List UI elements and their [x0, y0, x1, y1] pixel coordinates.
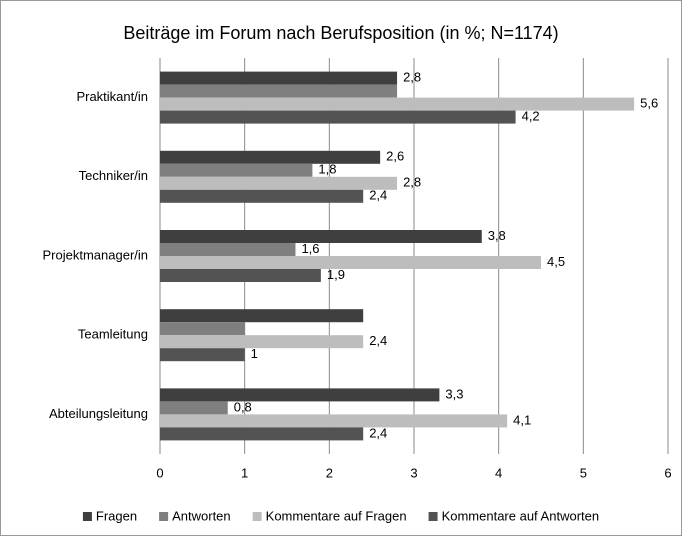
- bar: [160, 189, 364, 203]
- value-label: 4,1: [513, 412, 531, 427]
- bar: [160, 230, 482, 243]
- value-label: 1: [251, 346, 258, 361]
- value-label: 2,4: [369, 188, 387, 203]
- y-tick-label: Praktikant/in: [76, 89, 148, 104]
- bar: [160, 322, 245, 336]
- value-label: 1,8: [318, 162, 336, 177]
- value-label: 1,6: [301, 241, 319, 256]
- bar: [160, 110, 516, 124]
- legend-label: Fragen: [96, 508, 137, 523]
- y-tick-label: Teamleitung: [78, 327, 148, 342]
- value-label: 3,3: [445, 386, 463, 401]
- x-tick-label: 0: [156, 465, 163, 480]
- x-tick-label: 2: [326, 465, 333, 480]
- bar: [160, 427, 364, 441]
- x-tick-label: 1: [241, 465, 248, 480]
- legend-swatch: [252, 512, 262, 521]
- x-tick-label: 3: [410, 465, 417, 480]
- value-label: 2,8: [403, 175, 421, 190]
- x-tick-label: 5: [580, 465, 587, 480]
- x-tick-label: 6: [664, 465, 671, 480]
- legend-label: Kommentare auf Antworten: [442, 508, 600, 523]
- bar: [160, 84, 398, 98]
- legend-swatch: [159, 512, 169, 521]
- legend-swatch: [82, 512, 92, 521]
- bar: [160, 401, 228, 415]
- value-label: 3,8: [488, 228, 506, 243]
- y-tick-label: Abteilungsleitung: [49, 406, 148, 421]
- bar: [160, 243, 296, 256]
- bar: [160, 388, 440, 402]
- bar: [160, 256, 541, 269]
- bar: [160, 71, 398, 85]
- chart-title: Beiträge im Forum nach Berufsposition (i…: [123, 23, 558, 43]
- value-label: 2,6: [386, 149, 404, 164]
- value-label: 4,2: [522, 109, 540, 124]
- bar: [160, 97, 635, 111]
- bar: [160, 269, 321, 282]
- legend-swatch: [428, 512, 438, 521]
- bar: [160, 335, 364, 349]
- value-label: 2,8: [403, 70, 421, 85]
- x-tick-label: 4: [495, 465, 502, 480]
- legend-label: Antworten: [172, 508, 231, 523]
- value-label: 5,6: [640, 96, 658, 111]
- bar: [160, 309, 364, 323]
- bar: [160, 348, 245, 362]
- bar: [160, 150, 381, 164]
- y-tick-label: Techniker/in: [79, 168, 148, 183]
- bar: [160, 414, 508, 428]
- value-label: 2,4: [369, 425, 387, 440]
- value-label: 0,8: [234, 399, 252, 414]
- legend-label: Kommentare auf Fragen: [266, 508, 407, 523]
- bar: [160, 176, 398, 190]
- bar: [160, 163, 313, 177]
- value-label: 1,9: [327, 267, 345, 282]
- y-tick-label: Projektmanager/in: [43, 247, 149, 262]
- value-label: 2,4: [369, 333, 387, 348]
- value-label: 4,5: [547, 254, 565, 269]
